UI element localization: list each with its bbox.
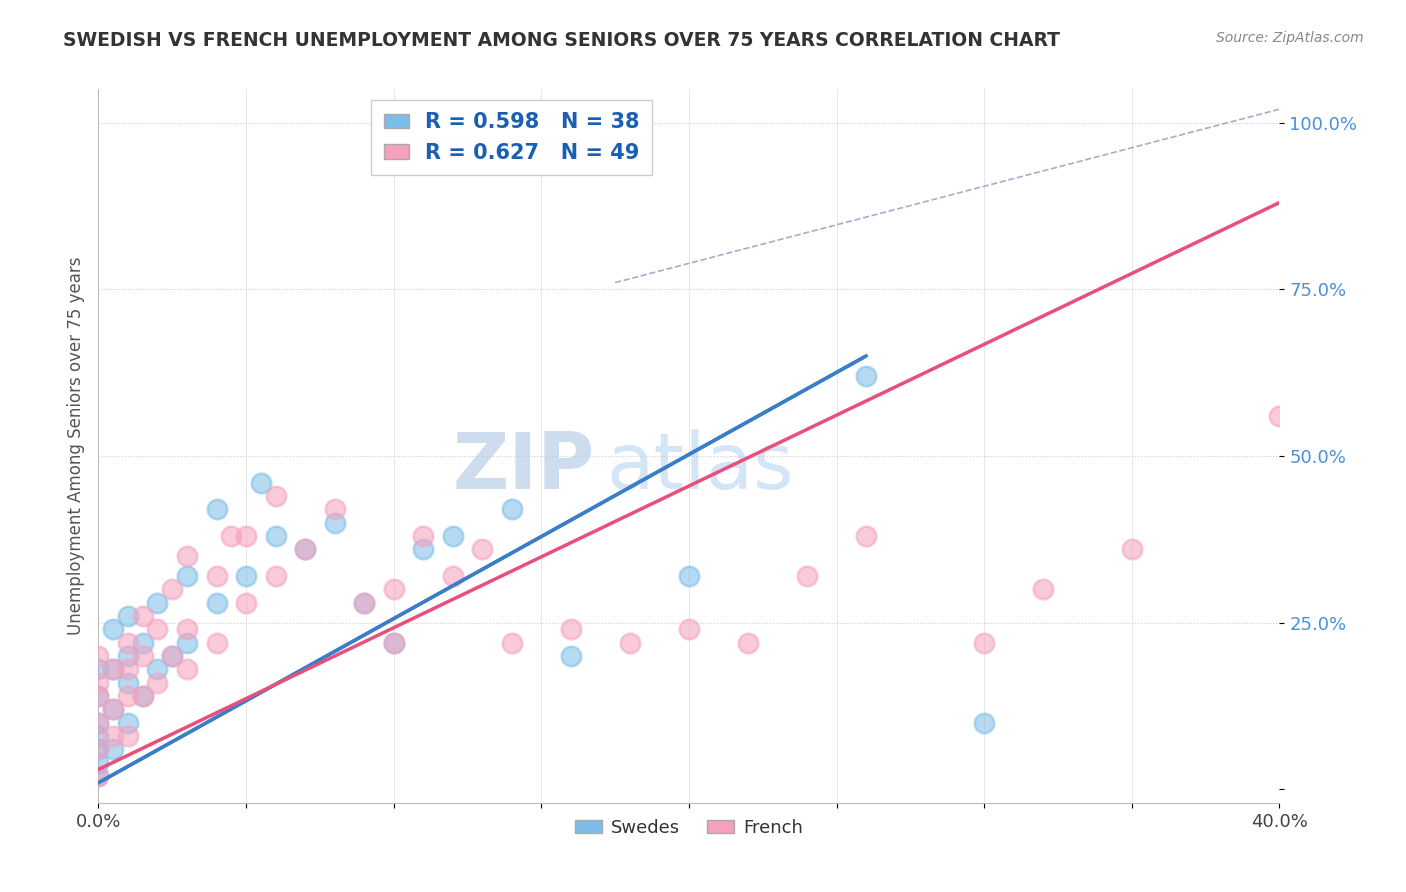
Legend: Swedes, French: Swedes, French (568, 812, 810, 844)
Point (382, 636, 405, 650)
Point (678, 569, 700, 583)
Point (501, 636, 523, 650)
Point (205, 636, 228, 650)
Point (441, 569, 464, 583)
Point (103, 742, 125, 756)
Point (162, 582, 183, 597)
Point (353, 596, 375, 610)
Point (323, 516, 346, 530)
Point (103, 662, 125, 676)
Point (87, 689, 110, 703)
Point (294, 542, 316, 557)
Point (382, 636, 405, 650)
Point (412, 542, 434, 557)
Point (205, 569, 228, 583)
Point (117, 729, 139, 743)
Point (87, 649, 110, 664)
Point (796, 569, 818, 583)
Point (117, 662, 139, 676)
Point (103, 623, 125, 637)
Point (117, 715, 139, 730)
Point (117, 649, 139, 664)
Point (737, 636, 759, 650)
Point (264, 569, 287, 583)
Point (1121, 542, 1143, 557)
Text: SWEDISH VS FRENCH UNEMPLOYMENT AMONG SENIORS OVER 75 YEARS CORRELATION CHART: SWEDISH VS FRENCH UNEMPLOYMENT AMONG SEN… (63, 31, 1060, 50)
Point (146, 596, 169, 610)
Point (117, 675, 139, 690)
Point (162, 649, 183, 664)
Point (412, 529, 434, 543)
Point (471, 542, 494, 557)
Point (132, 689, 155, 703)
Point (132, 609, 155, 624)
Point (103, 729, 125, 743)
Point (235, 529, 257, 543)
Point (205, 596, 228, 610)
Point (87, 715, 110, 730)
Text: ZIP: ZIP (453, 429, 595, 506)
Point (323, 502, 346, 516)
Point (117, 636, 139, 650)
Point (176, 662, 198, 676)
Point (264, 529, 287, 543)
Point (221, 529, 243, 543)
Point (103, 702, 125, 716)
Text: Source: ZipAtlas.com: Source: ZipAtlas.com (1216, 31, 1364, 45)
Point (501, 502, 523, 516)
Point (176, 636, 198, 650)
Point (235, 569, 257, 583)
Point (176, 549, 198, 563)
Point (146, 623, 169, 637)
Point (87, 729, 110, 743)
Point (87, 742, 110, 756)
Point (132, 636, 155, 650)
Point (1032, 582, 1054, 597)
Point (146, 662, 169, 676)
Point (855, 529, 877, 543)
Y-axis label: Unemployment Among Seniors over 75 years: Unemployment Among Seniors over 75 years (66, 257, 84, 635)
Point (250, 475, 273, 490)
Point (146, 675, 169, 690)
Point (294, 542, 316, 557)
Point (855, 368, 877, 383)
Point (973, 636, 995, 650)
Point (560, 623, 582, 637)
Point (87, 715, 110, 730)
Point (87, 675, 110, 690)
Point (264, 489, 287, 503)
Point (103, 702, 125, 716)
Point (235, 596, 257, 610)
Point (132, 689, 155, 703)
Point (87, 662, 110, 676)
Point (1268, 409, 1291, 423)
Point (382, 582, 405, 597)
Point (176, 623, 198, 637)
Point (441, 529, 464, 543)
Point (162, 649, 183, 664)
Point (353, 596, 375, 610)
Point (619, 636, 641, 650)
Point (87, 689, 110, 703)
Point (678, 623, 700, 637)
Point (176, 569, 198, 583)
Point (132, 649, 155, 664)
Point (87, 756, 110, 770)
Point (205, 502, 228, 516)
Point (87, 742, 110, 756)
Point (87, 769, 110, 783)
Text: atlas: atlas (606, 429, 794, 506)
Point (117, 689, 139, 703)
Point (560, 649, 582, 664)
Point (973, 715, 995, 730)
Point (117, 609, 139, 624)
Point (87, 769, 110, 783)
Point (103, 662, 125, 676)
